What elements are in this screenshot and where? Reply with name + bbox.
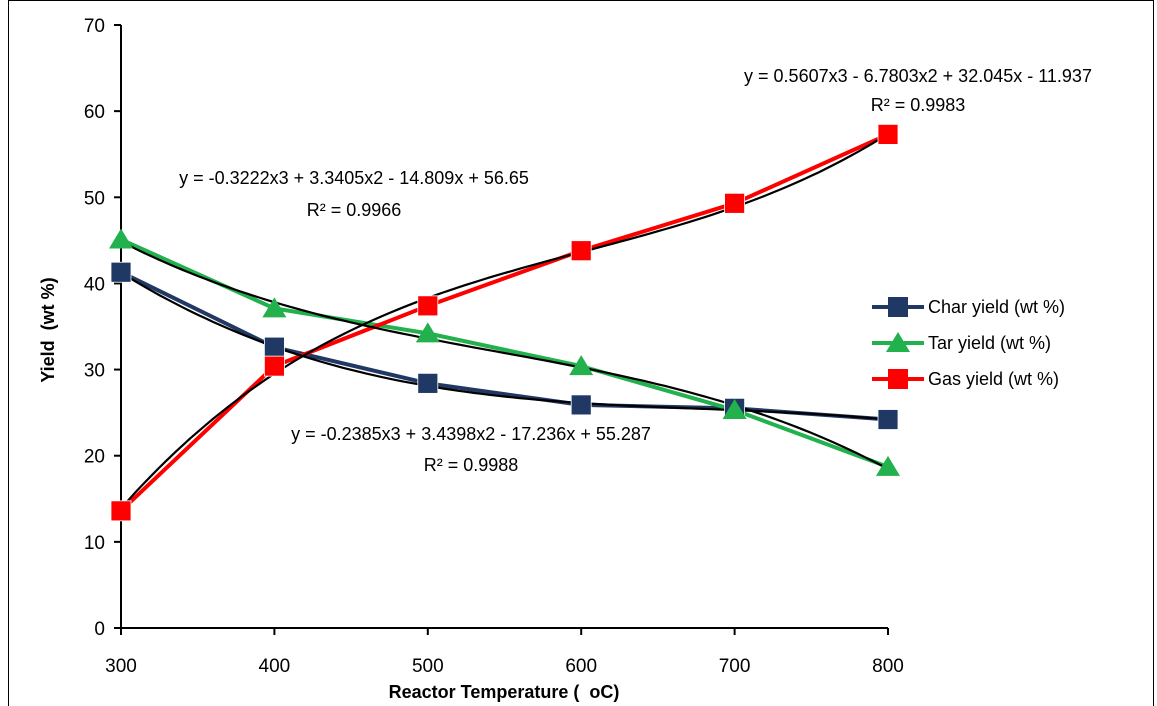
- tar-data-point: [262, 297, 287, 318]
- tar-data-point: [109, 228, 133, 249]
- gas-data-point: [724, 192, 745, 214]
- x-tick-label: 700: [719, 656, 751, 677]
- legend-tar-label: Tar yield (wt %): [928, 333, 1051, 353]
- tar-trendline: [120, 240, 889, 470]
- gas-trend-r2: R² = 0.9983: [871, 95, 966, 115]
- tar-data-point: [569, 355, 594, 376]
- legend-item-char: Char yield (wt %): [872, 297, 1065, 317]
- char-data-point: [263, 336, 285, 358]
- x-ticks: 300 400 500 600 700 800: [105, 628, 904, 677]
- y-tick-label: 20: [84, 447, 105, 468]
- gas-data-point: [877, 124, 899, 145]
- tar-trend-equation: y = -0.3222x3 + 3.3405x2 - 14.809x + 56.…: [179, 168, 529, 188]
- y-tick-label: 40: [84, 274, 105, 295]
- tar-data-point: [722, 399, 747, 420]
- char-data-point: [570, 394, 592, 416]
- legend-item-gas: Gas yield (wt %): [872, 369, 1059, 389]
- gas-data-point: [110, 500, 132, 522]
- y-tick-label: 0: [94, 619, 105, 640]
- y-ticks: 0 10 20 30 40 50 60 70: [84, 16, 121, 640]
- y-tick-label: 70: [84, 16, 105, 37]
- trendline-equations: y = -0.2385x3 + 3.4398x2 - 17.236x + 55.…: [179, 66, 1092, 475]
- y-tick-label: 30: [84, 361, 105, 382]
- y-tick-label: 50: [84, 188, 105, 209]
- tar-trend-r2: R² = 0.9966: [307, 200, 402, 220]
- x-tick-label: 800: [872, 656, 904, 677]
- gas-data-point: [570, 240, 592, 262]
- char-data-point: [877, 409, 899, 430]
- x-axis-title: Reactor Temperature ( oC): [389, 682, 620, 702]
- x-tick-label: 600: [565, 656, 597, 677]
- legend-char-marker: [888, 297, 908, 317]
- x-tick-label: 300: [105, 656, 137, 677]
- legend-item-tar: Tar yield (wt %): [872, 332, 1051, 353]
- legend-gas-marker: [888, 369, 908, 389]
- x-tick-label: 400: [259, 656, 291, 677]
- y-tick-label: 10: [84, 533, 105, 554]
- y-axis-title: Yield (wt %): [38, 277, 58, 382]
- axes: [120, 25, 888, 629]
- char-trend-r2: R² = 0.9988: [424, 455, 519, 475]
- legend-tar-marker: [886, 332, 910, 352]
- chart-frame: [8, 0, 1154, 706]
- legend: Char yield (wt %) Tar yield (wt %) Gas y…: [872, 297, 1065, 389]
- y-tick-label: 60: [84, 102, 105, 123]
- markers: [109, 124, 900, 522]
- char-trend-equation: y = -0.2385x3 + 3.4398x2 - 17.236x + 55.…: [291, 424, 651, 444]
- tar-data-point: [415, 322, 440, 343]
- gas-trendline: [120, 132, 889, 510]
- gas-data-point: [263, 355, 285, 377]
- legend-char-label: Char yield (wt %): [928, 297, 1065, 317]
- char-trendline: [120, 271, 889, 421]
- char-data-point: [417, 372, 439, 394]
- char-data-point: [110, 261, 132, 283]
- gas-trend-equation: y = 0.5607x3 - 6.7803x2 + 32.045x - 11.9…: [744, 66, 1092, 86]
- tar-series-line: [120, 237, 889, 469]
- x-tick-label: 500: [412, 656, 444, 677]
- tar-data-point: [876, 455, 900, 476]
- gas-data-point: [417, 295, 439, 317]
- trend-lines: [120, 132, 889, 510]
- legend-gas-label: Gas yield (wt %): [928, 369, 1059, 389]
